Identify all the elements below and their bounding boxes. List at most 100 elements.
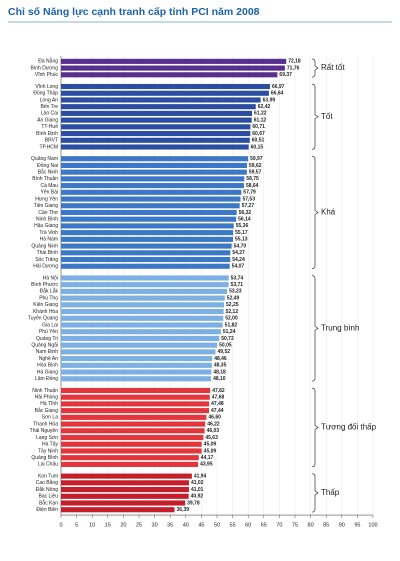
category-label: Hà Nội (43, 275, 58, 281)
value-label: 63,99 (263, 97, 276, 103)
category-label: Cà Mau (40, 183, 58, 189)
category-label: Quảng Trị (36, 336, 58, 342)
bar (61, 342, 218, 348)
value-label: 45,63 (205, 435, 218, 441)
value-label: 58,64 (246, 183, 259, 189)
value-label: 54,07 (232, 264, 245, 270)
x-tick-label: 20 (120, 523, 126, 529)
chart-title: Chỉ số Năng lực cạnh tranh cấp tỉnh PCI … (8, 6, 260, 18)
category-label: Bắc Giang (35, 407, 59, 414)
value-label: 66,97 (272, 84, 285, 90)
bar (61, 376, 212, 382)
category-label: Đà Nẵng (38, 58, 58, 65)
bar (61, 131, 251, 137)
bar (61, 448, 202, 454)
value-label: 36,39 (177, 507, 190, 513)
value-label: 60,15 (251, 144, 264, 150)
group-bracket (311, 156, 319, 269)
category-label: Hải Dương (33, 264, 58, 270)
x-tick-label: 30 (152, 523, 158, 529)
bar (61, 110, 253, 116)
category-label: Ninh Thuận (32, 388, 58, 394)
bar (61, 487, 189, 493)
category-label: Bình Phước (31, 282, 58, 288)
x-tick-label: 75 (292, 523, 298, 529)
bar (61, 309, 224, 315)
category-label: Ninh Bình (36, 217, 58, 223)
bar (61, 356, 213, 362)
bar (61, 176, 245, 182)
bar (61, 473, 192, 479)
category-label: Sóc Trăng (35, 257, 58, 263)
bar (61, 362, 212, 368)
bar (61, 480, 189, 486)
value-label: 59,62 (249, 163, 262, 169)
x-tick-label: 40 (183, 523, 189, 529)
value-label: 43,95 (200, 462, 213, 468)
bar (61, 243, 232, 249)
category-label: Tuyên Quang (28, 316, 58, 322)
value-label: 57,53 (242, 196, 255, 202)
bar (61, 189, 242, 195)
bar (61, 455, 199, 461)
legend-label: Khá (321, 208, 336, 217)
value-label: 51,82 (225, 322, 238, 328)
category-label: Lai Châu (38, 462, 58, 468)
bar (61, 349, 216, 355)
value-label: 46,60 (208, 415, 221, 421)
value-label: 66,64 (271, 91, 284, 97)
x-tick-label: 0 (59, 523, 62, 529)
value-label: 61,22 (254, 111, 267, 117)
value-label: 50,72 (221, 336, 234, 342)
value-label: 39,78 (187, 500, 200, 506)
category-label: Long An (40, 97, 59, 103)
x-tick-label: 65 (261, 523, 267, 529)
value-label: 62,42 (258, 104, 271, 110)
bar (61, 256, 231, 263)
category-label: Bình Thuận (32, 176, 58, 182)
legend-label: Thấp (321, 488, 340, 497)
value-label: 50,05 (219, 342, 232, 348)
bar (61, 183, 244, 189)
value-label: 52,25 (226, 302, 239, 308)
bar (61, 90, 269, 96)
category-label: Hưng Yên (35, 196, 58, 202)
x-tick-label: 90 (339, 523, 345, 529)
x-tick-label: 15 (105, 523, 111, 529)
bar (61, 209, 237, 216)
category-label: Hà Tây (42, 442, 59, 448)
category-label: Bến Tre (40, 104, 58, 110)
legend-label: Trung bình (321, 323, 359, 332)
category-label: Kiên Giang (33, 302, 58, 308)
value-label: 47,82 (212, 388, 225, 394)
category-label: Quảng Bình (31, 455, 58, 461)
category-label: Bạc Liêu (39, 494, 59, 500)
category-label: Thái Nguyên (30, 428, 59, 434)
bar (61, 83, 270, 90)
value-label: 54,24 (232, 257, 245, 263)
value-label: 57,79 (243, 190, 256, 196)
value-label: 53,23 (229, 289, 242, 295)
bar (61, 329, 221, 335)
category-label: Cần Thơ (38, 210, 58, 216)
bar (61, 401, 210, 407)
legend-label: Rất tốt (321, 63, 345, 72)
bar (61, 500, 186, 506)
value-label: 45,09 (204, 442, 217, 448)
bar (61, 387, 211, 394)
value-label: 51,24 (223, 329, 236, 335)
category-label: Thái Bình (37, 250, 59, 256)
bar (61, 394, 210, 400)
category-label: TP.HCM (39, 144, 58, 150)
value-label: 52,49 (227, 295, 240, 301)
group-bracket (311, 83, 319, 150)
value-label: 56,32 (239, 210, 252, 216)
category-label: Bắc Kạn (39, 499, 58, 506)
value-label: 47,48 (211, 401, 224, 407)
x-tick-label: 10 (89, 523, 95, 529)
bar (61, 408, 210, 414)
value-label: 54,70 (234, 243, 247, 249)
category-label: Phú Yên (39, 329, 58, 335)
value-label: 56,14 (238, 217, 251, 223)
group-bracket (311, 387, 319, 468)
